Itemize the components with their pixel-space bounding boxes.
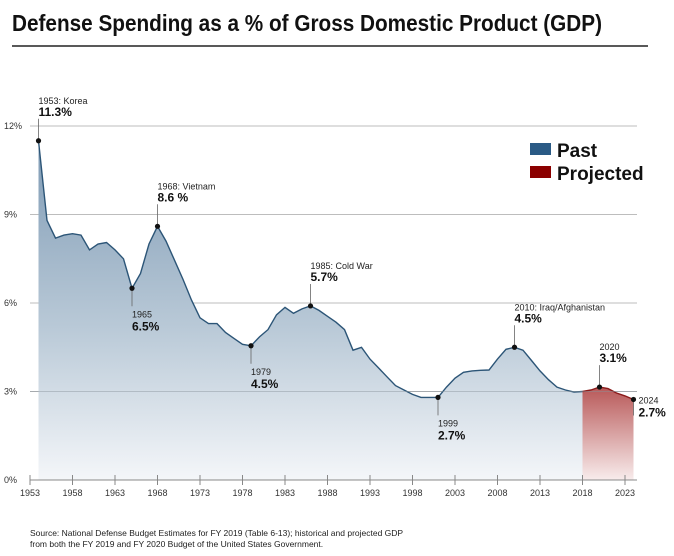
annotation-dot xyxy=(248,343,254,349)
annotation-label: 2010: Iraq/Afghanistan xyxy=(515,302,606,312)
annotation-label: 1965 xyxy=(132,309,152,319)
x-tick-label: 1993 xyxy=(360,488,380,498)
y-tick-label: 12% xyxy=(4,121,22,131)
source-note-line-2: from both the FY 2019 and FY 2020 Budget… xyxy=(30,539,323,549)
annotation-label: 1968: Vietnam xyxy=(158,181,216,191)
annotation-label: 1979 xyxy=(251,367,271,377)
x-tick-label: 1953 xyxy=(20,488,40,498)
y-tick-label: 3% xyxy=(4,387,17,397)
annotation-dot xyxy=(307,303,314,309)
annotation-value: 6.5% xyxy=(132,319,160,333)
area-past xyxy=(38,140,583,481)
x-tick-label: 1963 xyxy=(105,488,125,498)
annotation-dot xyxy=(511,344,518,350)
legend: Past Projected xyxy=(530,141,644,185)
x-tick-label: 1968 xyxy=(147,488,167,498)
annotation-value: 4.5% xyxy=(515,311,543,325)
annotation-label: 1985: Cold War xyxy=(311,261,373,271)
annotation-dot xyxy=(596,384,603,390)
annotation-dot xyxy=(154,223,161,229)
legend-label-past: Past xyxy=(557,141,598,162)
legend-swatch-past xyxy=(530,143,551,155)
x-tick-label: 1958 xyxy=(62,488,82,498)
annotation-dot xyxy=(129,285,135,291)
x-axis: 1953 1958 1963 1968 1973 1978 1983 1988 1993 1998… xyxy=(20,475,637,498)
y-tick-label: 9% xyxy=(4,210,17,220)
chart-title: Defense Spending as a % of Gross Domesti… xyxy=(12,10,602,36)
y-tick-label: 6% xyxy=(4,298,17,308)
y-axis: 0% 3% 6% 9% 12% xyxy=(4,121,22,485)
x-tick-label: 1998 xyxy=(402,488,422,498)
annotation-dot xyxy=(630,396,637,403)
x-tick-label: 1988 xyxy=(317,488,337,498)
annotation-label: 1953: Korea xyxy=(39,96,88,106)
annotation-dot xyxy=(435,394,441,400)
legend-swatch-projected xyxy=(530,166,551,178)
annotation-label: 1999 xyxy=(438,418,458,428)
x-tick-label: 1973 xyxy=(190,488,210,498)
annotation-value: 2.7% xyxy=(438,428,466,442)
x-tick-label: 2013 xyxy=(530,488,550,498)
source-note-line-1: Source: National Defense Budget Estimate… xyxy=(30,528,403,538)
line-projected xyxy=(582,386,634,401)
area-projected xyxy=(582,387,634,480)
legend-label-projected: Projected xyxy=(557,164,644,185)
annotation-label: 2024 xyxy=(639,395,659,405)
annotation-dot xyxy=(35,138,42,144)
x-tick-label: 2023 xyxy=(615,488,635,498)
annotation-value: 11.3% xyxy=(39,105,73,119)
x-tick-label: 1983 xyxy=(275,488,295,498)
x-tick-label: 2018 xyxy=(572,488,592,498)
annotation-value: 4.5% xyxy=(251,377,279,391)
x-tick-label: 2008 xyxy=(487,488,507,498)
annotation-value: 8.6 % xyxy=(158,190,189,204)
x-tick-label: 1978 xyxy=(232,488,252,498)
y-tick-label: 0% xyxy=(4,475,17,485)
annotation-value: 2.7% xyxy=(639,405,667,419)
annotation-label: 2020 xyxy=(600,342,620,352)
annotation-value: 3.1% xyxy=(600,351,628,365)
x-tick-label: 2003 xyxy=(445,488,465,498)
annotation-value: 5.7% xyxy=(311,270,339,284)
